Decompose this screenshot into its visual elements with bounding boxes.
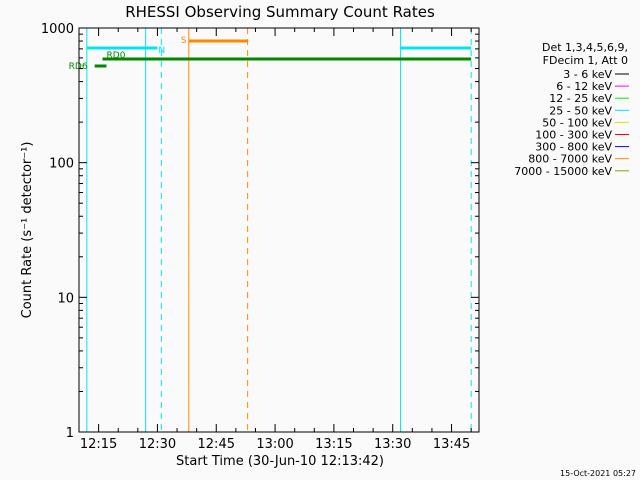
y-axis-label: Count Rate (s⁻¹ detector⁻¹) — [20, 142, 35, 319]
legend-label: 100 - 300 keV — [535, 129, 612, 142]
plot-frame — [78, 27, 480, 433]
x-tick-label: 12:30 — [139, 437, 176, 452]
flag-label: S — [181, 36, 187, 46]
y-tick-label: 1000 — [41, 22, 74, 37]
legend-label: 300 - 800 keV — [535, 141, 612, 154]
legend-label: 7000 - 15000 keV — [514, 165, 612, 178]
y-tick-label: 100 — [49, 157, 74, 172]
legend-label: 12 - 25 keV — [549, 92, 612, 105]
timestamp: 15-Oct-2021 05:27 — [560, 469, 636, 478]
legend-label: 25 - 50 keV — [549, 104, 612, 117]
legend-header-line-1: Det 1,3,4,5,6,9, — [542, 41, 628, 54]
x-tick-label: 13:30 — [374, 437, 411, 452]
y-tick-label: 1 — [66, 426, 74, 441]
chart-title: RHESSI Observing Summary Count Rates — [125, 3, 435, 21]
x-tick-label: 13:15 — [315, 437, 352, 452]
legend-label: 800 - 7000 keV — [528, 153, 612, 166]
x-tick-label: 12:45 — [198, 437, 235, 452]
flag-label: N — [158, 46, 165, 56]
x-tick-label: 13:45 — [433, 437, 470, 452]
legend-label: 6 - 12 keV — [556, 80, 612, 93]
x-axis-label: Start Time (30-Jun-10 12:13:42) — [176, 454, 384, 469]
legend-header-line-2: FDecim 1, Att 0 — [543, 54, 628, 67]
x-tick-label: 12:15 — [80, 437, 117, 452]
legend-label: 50 - 100 keV — [542, 116, 612, 129]
legend: Det 1,3,4,5,6,9, FDecim 1, Att 0 3 - 6 k… — [514, 41, 629, 178]
x-tick-label: 13:00 — [256, 437, 293, 452]
flag-label: RD0 — [107, 51, 126, 61]
legend-label: 3 - 6 keV — [563, 68, 612, 81]
flag-label: RD6 — [69, 62, 88, 72]
y-tick-label: 10 — [57, 291, 74, 306]
